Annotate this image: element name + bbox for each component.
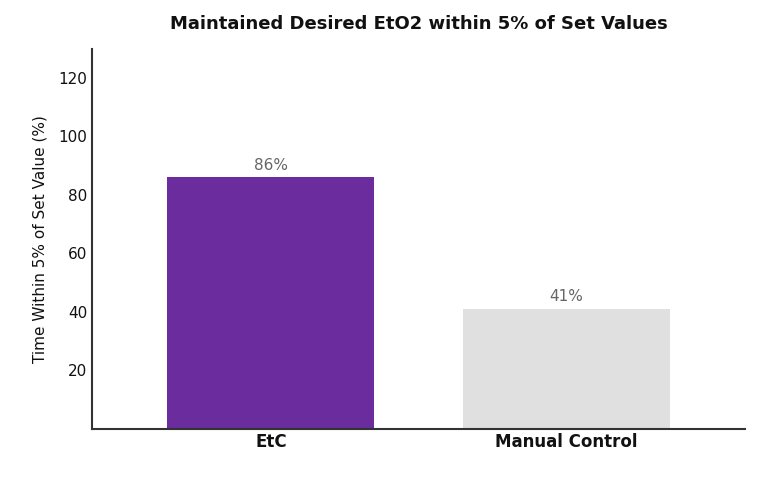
- Y-axis label: Time Within 5% of Set Value (%): Time Within 5% of Set Value (%): [32, 115, 48, 362]
- Text: 86%: 86%: [254, 158, 288, 173]
- Title: Maintained Desired EtO2 within 5% of Set Values: Maintained Desired EtO2 within 5% of Set…: [170, 15, 667, 33]
- Bar: [167, 177, 374, 429]
- Bar: [463, 309, 670, 429]
- Text: 41%: 41%: [549, 289, 583, 304]
